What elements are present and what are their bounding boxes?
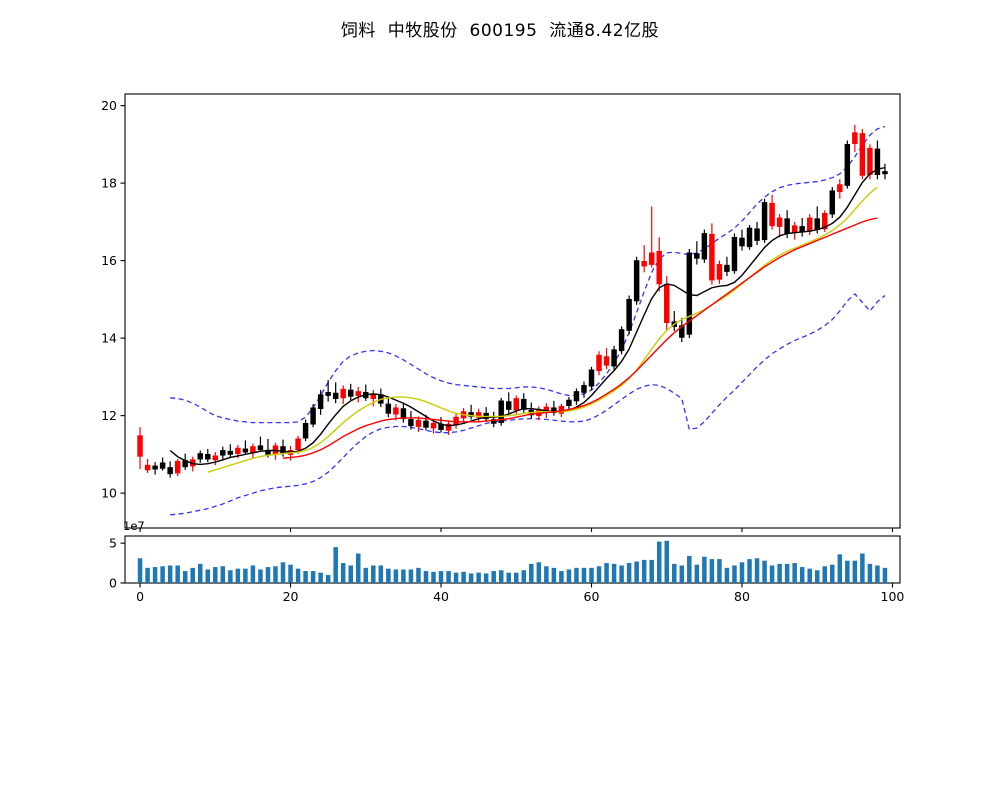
candle-body [648, 252, 655, 265]
candle-body [355, 391, 361, 396]
candle-body [724, 264, 730, 272]
candle-body [385, 403, 392, 414]
candle-body [152, 465, 158, 470]
candle-body [280, 446, 286, 454]
line-bollinger_lower [170, 293, 886, 516]
candle-body [882, 171, 888, 175]
candle-body [242, 448, 249, 453]
candle-body [272, 445, 279, 455]
candle-body [205, 453, 211, 460]
candle-body [347, 389, 354, 397]
candle-body [220, 450, 226, 456]
line-ma_long [282, 217, 878, 459]
candle-body [859, 133, 866, 176]
line-bollinger_upper [170, 125, 886, 424]
candle-body [332, 392, 339, 399]
candle-body [521, 398, 527, 410]
candle-body [776, 217, 783, 227]
candle-body [144, 464, 151, 471]
candle-body [400, 408, 407, 420]
candle-body [257, 445, 264, 451]
price-y-tick-label: 16 [101, 253, 117, 268]
candle-body [475, 412, 482, 418]
candle-body [490, 419, 497, 424]
candle-body [761, 202, 768, 241]
candle-body [302, 422, 309, 439]
candle-body [746, 227, 753, 248]
candle-body [731, 236, 738, 272]
candle-body [581, 384, 587, 393]
candle-body [867, 147, 873, 176]
candle-body [814, 218, 820, 231]
candle-body [174, 460, 181, 474]
candle-body [784, 218, 790, 234]
candle-body [468, 412, 474, 417]
candle-body [701, 233, 708, 260]
candle-body [852, 132, 858, 145]
candle-body [430, 422, 437, 429]
candle-body [596, 354, 602, 372]
candle-body [167, 467, 173, 475]
candlestick-series [137, 125, 888, 478]
candle-body [393, 407, 399, 415]
price-y-tick-label: 10 [101, 486, 117, 501]
candle-body [212, 455, 219, 461]
candle-body [844, 143, 851, 186]
candle-body [694, 253, 700, 259]
candle-body [317, 394, 324, 410]
candle-body [415, 419, 422, 427]
candle-body [197, 453, 203, 460]
candle-body [310, 407, 316, 425]
candle-body [739, 237, 745, 247]
candle-body [829, 190, 836, 215]
candle-body [513, 398, 519, 411]
candle-body [573, 391, 580, 402]
candle-body [837, 184, 843, 193]
candle-body [408, 419, 414, 427]
candle-body [603, 356, 610, 366]
candle-body [423, 420, 429, 428]
candle-body [874, 148, 881, 175]
candle-body [633, 260, 640, 302]
candle-body [588, 369, 595, 387]
candle-body [159, 462, 166, 469]
candle-body [626, 298, 632, 331]
candle-body [664, 284, 670, 324]
candle-body [506, 401, 512, 410]
line-ma_mid [207, 186, 878, 473]
candle-body [566, 399, 572, 406]
price-y-tick-label: 20 [101, 98, 117, 113]
line-ma_short [169, 166, 886, 466]
candle-body [498, 400, 504, 423]
candle-body [769, 202, 775, 227]
page-title: 饲料 中牧股份 600195 流通8.42亿股 [340, 21, 660, 41]
candle-body [137, 435, 143, 457]
candle-body [641, 260, 647, 267]
candle-body [656, 250, 662, 285]
candle-body [227, 450, 234, 455]
candle-body [235, 447, 241, 454]
price-y-tick-label: 12 [101, 408, 117, 423]
candle-body [611, 349, 617, 367]
price-y-tick-label: 14 [101, 331, 117, 346]
candle-body [325, 391, 331, 396]
candle-body [618, 329, 625, 351]
candle-body [791, 225, 798, 234]
candle-body [754, 228, 760, 241]
candle-body [551, 407, 557, 413]
price-y-tick-label: 18 [101, 176, 117, 191]
candle-body [340, 388, 346, 399]
price-axes-frame [124, 93, 901, 529]
candle-body [445, 423, 452, 431]
candle-body [716, 264, 723, 280]
candle-body [709, 233, 715, 281]
candle-body [806, 217, 813, 232]
candle-body [822, 212, 828, 230]
candle-body [295, 438, 301, 451]
